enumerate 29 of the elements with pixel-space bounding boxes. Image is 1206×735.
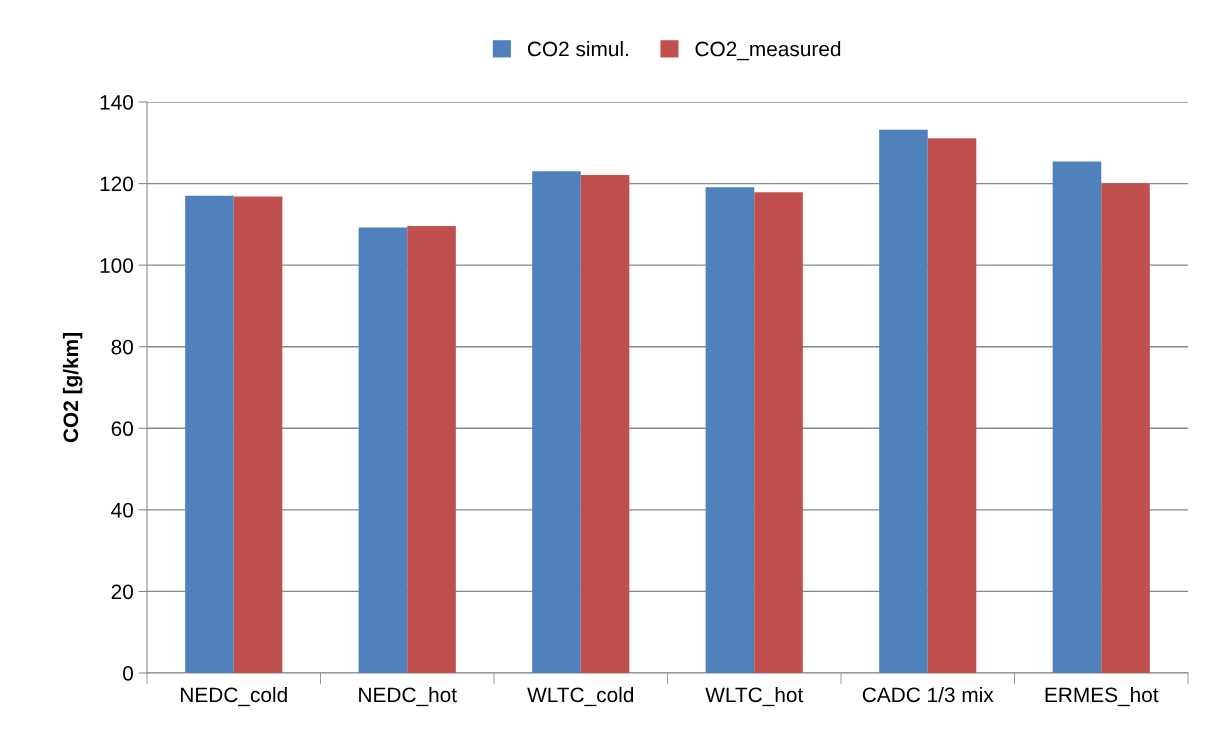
- y-tick-label: 20: [111, 584, 133, 600]
- bar: [1101, 183, 1150, 673]
- bar: [407, 225, 456, 673]
- y-tick-label: 100: [100, 258, 133, 273]
- bar: [532, 171, 581, 673]
- y-axis-title: CO2 [g/km]: [62, 333, 83, 443]
- bar: [233, 196, 283, 673]
- bar: [927, 138, 977, 673]
- x-tick-label: WLTC_cold: [527, 686, 634, 707]
- y-tick-label: 80: [111, 339, 133, 355]
- bar: [754, 192, 803, 673]
- bar: [705, 187, 755, 673]
- bar: [185, 195, 234, 673]
- y-tick-label: 60: [111, 421, 133, 437]
- legend-label: CO2_measured: [695, 40, 841, 61]
- bar: [879, 129, 928, 673]
- x-tick-label: NEDC_cold: [181, 686, 287, 707]
- bar: [358, 227, 408, 673]
- x-tick-label: NEDC_hot: [359, 686, 457, 707]
- x-tick-label: CADC 1/3 mix: [862, 686, 994, 703]
- y-tick-label: 120: [100, 176, 133, 192]
- y-tick-label: 140: [100, 95, 133, 110]
- bar: [1052, 161, 1102, 673]
- legend-label: CO2 simul.: [527, 40, 628, 57]
- y-tick-label: 0: [123, 666, 133, 681]
- x-tick-label: ERMES_hot: [1045, 686, 1159, 707]
- y-tick-label: 40: [111, 502, 133, 518]
- bar: [580, 175, 630, 673]
- x-tick-label: WLTC_hot: [705, 686, 804, 707]
